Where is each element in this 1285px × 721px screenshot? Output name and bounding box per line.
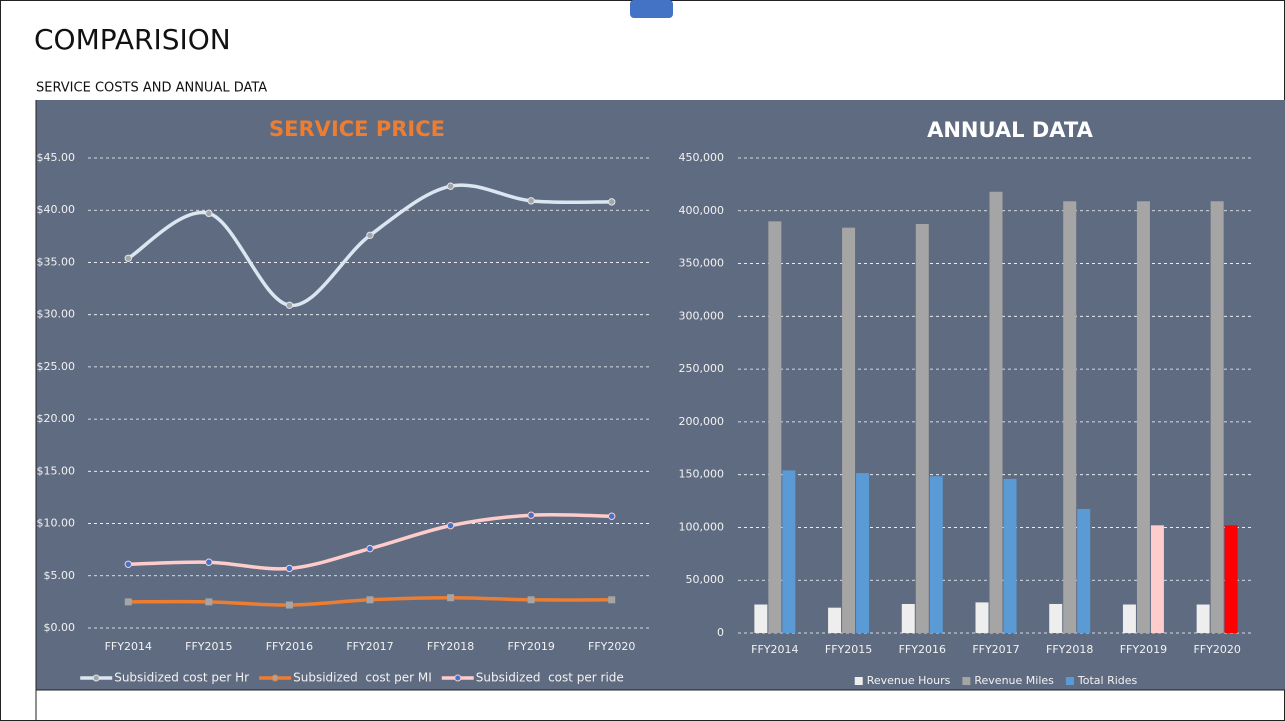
bar (768, 221, 782, 634)
y-tick-label: 0 (717, 626, 724, 639)
data-point (608, 198, 616, 206)
data-point (205, 558, 213, 566)
y-tick-label: $10.00 (37, 517, 76, 530)
y-tick-label: 200,000 (679, 415, 725, 428)
y-tick-label: $40.00 (37, 203, 76, 216)
x-tick-label: FFY2019 (507, 640, 554, 653)
data-point (124, 560, 132, 568)
y-tick-label: $30.00 (37, 308, 76, 321)
chart-title: SERVICE PRICE (269, 117, 445, 141)
bar (1136, 201, 1150, 633)
bar (828, 607, 842, 633)
bar (1150, 525, 1164, 633)
data-point (366, 231, 374, 239)
x-tick-label: FFY2014 (105, 640, 152, 653)
bar (989, 191, 1003, 633)
data-point (527, 596, 535, 604)
y-tick-label: 350,000 (679, 257, 725, 270)
x-tick-label: FFY2018 (1046, 643, 1093, 656)
x-tick-label: FFY2016 (899, 643, 946, 656)
bar (901, 603, 915, 633)
chart-area (36, 100, 1285, 690)
data-point (446, 521, 455, 530)
bar (754, 604, 768, 633)
x-tick-label: FFY2017 (972, 643, 1019, 656)
legend-marker (454, 674, 462, 682)
data-point (205, 209, 213, 218)
bar (929, 476, 943, 633)
x-tick-label: FFY2018 (427, 640, 474, 653)
y-tick-label: 300,000 (679, 309, 725, 322)
bar (856, 473, 870, 633)
legend-swatch (962, 677, 971, 685)
data-point (366, 544, 374, 553)
x-tick-label: FFY2015 (185, 640, 232, 653)
x-tick-label: FFY2015 (825, 643, 872, 656)
y-tick-label: 250,000 (679, 362, 725, 375)
bar (1224, 525, 1238, 633)
bar (1003, 478, 1017, 633)
y-tick-label: $20.00 (37, 412, 76, 425)
data-point (446, 182, 455, 190)
data-point (124, 598, 132, 606)
legend-marker (271, 674, 279, 682)
slide-subtitle: SERVICE COSTS AND ANNUAL DATA (36, 81, 267, 96)
data-point (285, 564, 294, 573)
chart-title: ANNUAL DATA (927, 118, 1094, 142)
bar (1196, 604, 1210, 633)
legend-label: Revenue Hours (867, 674, 951, 687)
data-point (205, 598, 213, 606)
y-tick-label: 150,000 (679, 468, 725, 481)
y-tick-label: $0.00 (44, 621, 76, 634)
data-point (124, 254, 132, 262)
data-point (366, 596, 374, 604)
y-tick-label: $15.00 (37, 464, 76, 477)
data-point (608, 596, 616, 604)
y-tick-label: 450,000 (679, 151, 725, 164)
legend-label: Revenue Miles (974, 674, 1054, 687)
x-tick-label: FFY2019 (1120, 643, 1167, 656)
bar (1210, 201, 1224, 633)
x-tick-label: FFY2016 (266, 640, 313, 653)
y-tick-label: $45.00 (37, 151, 76, 164)
x-tick-label: FFY2020 (588, 640, 635, 653)
legend-label: Subsidized cost per ride (476, 671, 624, 685)
legend-swatch (854, 677, 863, 685)
y-tick-label: $5.00 (44, 569, 76, 582)
bar (1049, 603, 1063, 633)
data-point (527, 511, 535, 519)
tab (630, 0, 673, 18)
data-point (447, 594, 455, 602)
legend-swatch (1065, 677, 1074, 685)
x-tick-label: FFY2020 (1193, 643, 1240, 656)
legend-marker (92, 674, 100, 682)
data-point (285, 301, 294, 309)
legend-label: Subsidized cost per MI (293, 671, 432, 685)
data-point (527, 197, 535, 205)
data-point (285, 601, 293, 609)
y-tick-label: $25.00 (37, 360, 76, 373)
y-tick-label: 400,000 (679, 204, 725, 217)
bar (915, 223, 929, 633)
bar (1077, 508, 1091, 633)
legend-label: Total Rides (1077, 674, 1138, 687)
y-tick-label: 50,000 (686, 573, 725, 586)
slide-title: COMPARISION (34, 23, 231, 56)
bar (782, 470, 796, 633)
data-point (608, 512, 616, 520)
y-tick-label: 100,000 (679, 520, 725, 533)
legend-label: Subsidized cost per Hr (114, 671, 249, 685)
y-tick-label: $35.00 (37, 255, 76, 268)
bar (1122, 604, 1136, 633)
bar (1063, 201, 1077, 633)
bar (975, 602, 989, 633)
x-tick-label: FFY2014 (751, 643, 798, 656)
x-tick-label: FFY2017 (346, 640, 393, 653)
bar (842, 227, 856, 633)
